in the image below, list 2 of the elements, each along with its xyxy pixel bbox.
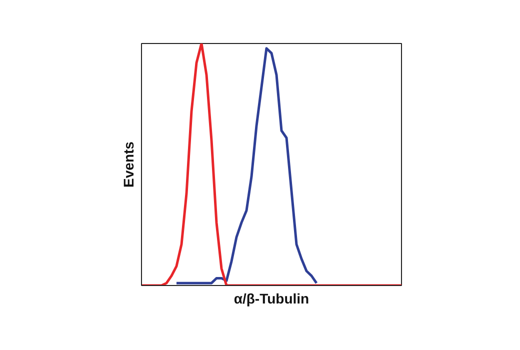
y-axis-title: Events bbox=[120, 141, 136, 188]
x-axis-title: α/β-Tubulin bbox=[234, 290, 310, 306]
